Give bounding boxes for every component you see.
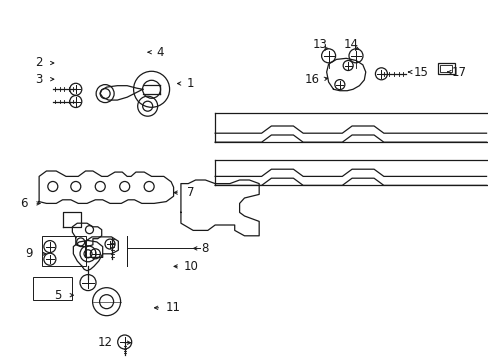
Text: 1: 1 — [186, 77, 194, 90]
Text: 12: 12 — [98, 336, 112, 349]
Text: 15: 15 — [413, 66, 428, 78]
Bar — [41, 236, 85, 266]
Text: 4: 4 — [156, 46, 164, 59]
Text: 17: 17 — [451, 66, 466, 78]
Text: 11: 11 — [166, 301, 181, 314]
Text: 9: 9 — [25, 247, 33, 260]
Text: 13: 13 — [312, 39, 327, 51]
Text: 2: 2 — [35, 57, 43, 69]
Bar — [439, 65, 451, 72]
Text: 10: 10 — [183, 260, 198, 273]
Text: 8: 8 — [201, 242, 209, 255]
Text: 5: 5 — [54, 289, 61, 302]
Text: 3: 3 — [35, 73, 43, 86]
Bar — [33, 277, 72, 300]
Text: 16: 16 — [304, 73, 319, 86]
Text: 7: 7 — [186, 186, 194, 199]
Text: 6: 6 — [20, 197, 27, 210]
Text: 14: 14 — [343, 39, 358, 51]
Bar — [437, 63, 454, 74]
